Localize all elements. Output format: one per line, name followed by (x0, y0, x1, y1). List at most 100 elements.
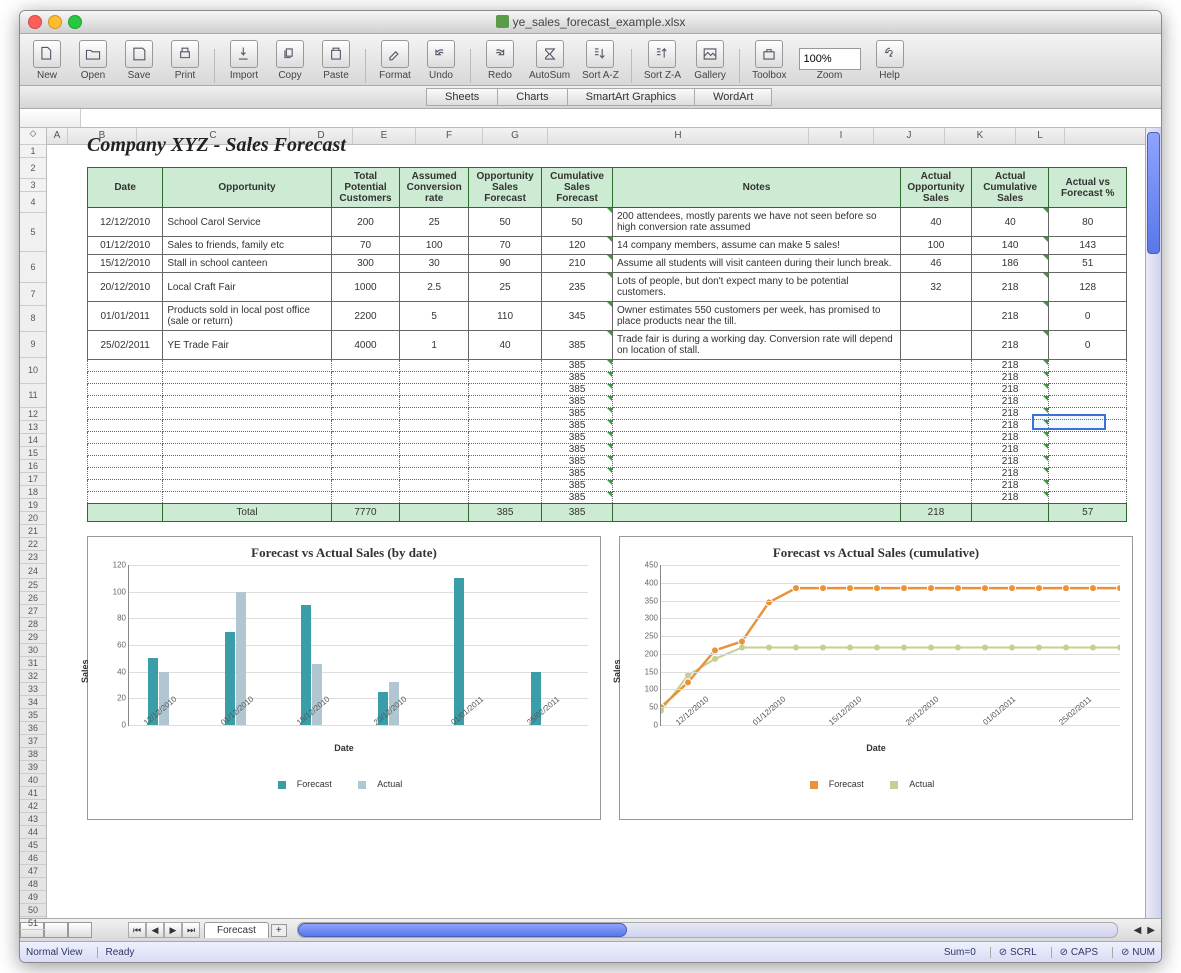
table-row[interactable]: 15/12/2010Stall in school canteen3003090… (88, 255, 1127, 273)
row-header-18[interactable]: 18 (20, 486, 46, 499)
row-header-7[interactable]: 7 (20, 283, 46, 306)
sheet-tab-forecast[interactable]: Forecast (204, 922, 269, 938)
row-header-27[interactable]: 27 (20, 605, 46, 618)
row-header-13[interactable]: 13 (20, 421, 46, 434)
row-header-17[interactable]: 17 (20, 473, 46, 486)
vertical-scrollbar[interactable] (1145, 128, 1161, 918)
table-row[interactable]: 385218 (88, 480, 1127, 492)
add-sheet-button[interactable]: + (271, 924, 287, 937)
row-header-39[interactable]: 39 (20, 761, 46, 774)
horizontal-scrollbar[interactable] (297, 922, 1118, 938)
row-header-31[interactable]: 31 (20, 657, 46, 670)
row-header-29[interactable]: 29 (20, 631, 46, 644)
zoom-input[interactable] (799, 48, 861, 70)
toolbar-autosum-button[interactable]: AutoSum (525, 38, 574, 83)
row-header-11[interactable]: 11 (20, 384, 46, 408)
row-header-12[interactable]: 12 (20, 408, 46, 421)
row-header-15[interactable]: 15 (20, 447, 46, 460)
row-header-9[interactable]: 9 (20, 332, 46, 358)
table-row[interactable]: 385218 (88, 444, 1127, 456)
table-row[interactable]: 01/01/2011Products sold in local post of… (88, 302, 1127, 331)
toolbar-sort-a-z-button[interactable]: Sort A-Z (578, 38, 623, 83)
table-row[interactable]: 385218 (88, 360, 1127, 372)
row-header-24[interactable]: 24 (20, 564, 46, 579)
row-header-33[interactable]: 33 (20, 683, 46, 696)
table-row[interactable]: 385218 (88, 456, 1127, 468)
row-header-36[interactable]: 36 (20, 722, 46, 735)
table-row[interactable]: 385218 (88, 492, 1127, 504)
row-header-50[interactable]: 50 (20, 904, 46, 917)
minimize-window-button[interactable] (48, 15, 62, 29)
row-header-37[interactable]: 37 (20, 735, 46, 748)
row-header-38[interactable]: 38 (20, 748, 46, 761)
zoom-window-button[interactable] (68, 15, 82, 29)
row-header-5[interactable]: 5 (20, 213, 46, 252)
toolbar-import-button[interactable]: Import (223, 38, 265, 83)
row-header-6[interactable]: 6 (20, 252, 46, 283)
row-header-14[interactable]: 14 (20, 434, 46, 447)
row-header-44[interactable]: 44 (20, 826, 46, 839)
row-header-25[interactable]: 25 (20, 579, 46, 592)
row-header-41[interactable]: 41 (20, 787, 46, 800)
subtab-wordart[interactable]: WordArt (694, 88, 772, 106)
table-row[interactable]: 385218 (88, 372, 1127, 384)
row-header-32[interactable]: 32 (20, 670, 46, 683)
row-header-4[interactable]: 4 (20, 192, 46, 213)
row-header-43[interactable]: 43 (20, 813, 46, 826)
table-row[interactable]: 385218 (88, 396, 1127, 408)
row-header-8[interactable]: 8 (20, 306, 46, 332)
subtab-smartart-graphics[interactable]: SmartArt Graphics (567, 88, 694, 106)
row-header-26[interactable]: 26 (20, 592, 46, 605)
toolbar-undo-button[interactable]: Undo (420, 38, 462, 83)
row-header-30[interactable]: 30 (20, 644, 46, 657)
row-header-40[interactable]: 40 (20, 774, 46, 787)
row-header-22[interactable]: 22 (20, 538, 46, 551)
subtab-charts[interactable]: Charts (497, 88, 566, 106)
toolbar-zoom-button[interactable]: Zoom (795, 46, 865, 83)
toolbar-gallery-button[interactable]: Gallery (689, 38, 731, 83)
formula-input[interactable] (81, 109, 1161, 127)
toolbar-sort-z-a-button[interactable]: Sort Z-A (640, 38, 685, 83)
row-header-49[interactable]: 49 (20, 891, 46, 904)
toolbar-save-button[interactable]: Save (118, 38, 160, 83)
toolbar-toolbox-button[interactable]: Toolbox (748, 38, 790, 83)
table-row[interactable]: 20/12/2010Local Craft Fair10002.525235Lo… (88, 273, 1127, 302)
toolbar-help-button[interactable]: Help (869, 38, 911, 83)
row-header-28[interactable]: 28 (20, 618, 46, 631)
table-row[interactable]: 385218 (88, 432, 1127, 444)
row-header-34[interactable]: 34 (20, 696, 46, 709)
table-row[interactable]: 385218 (88, 468, 1127, 480)
row-header-1[interactable]: 1 (20, 145, 46, 158)
row-header-21[interactable]: 21 (20, 525, 46, 538)
row-header-2[interactable]: 2 (20, 158, 46, 179)
table-row[interactable]: 25/02/2011YE Trade Fair4000140385Trade f… (88, 331, 1127, 360)
row-header-51[interactable]: 51 (20, 917, 46, 930)
sheet-nav-buttons[interactable]: ⏮◀▶⏭ (128, 922, 200, 938)
row-header-46[interactable]: 46 (20, 852, 46, 865)
table-row[interactable]: 385218 (88, 408, 1127, 420)
toolbar-redo-button[interactable]: Redo (479, 38, 521, 83)
row-header-48[interactable]: 48 (20, 878, 46, 891)
row-header-23[interactable]: 23 (20, 551, 46, 564)
toolbar-paste-button[interactable]: Paste (315, 38, 357, 83)
row-header-45[interactable]: 45 (20, 839, 46, 852)
row-header-47[interactable]: 47 (20, 865, 46, 878)
row-header-20[interactable]: 20 (20, 512, 46, 525)
subtab-sheets[interactable]: Sheets (426, 88, 497, 106)
name-box[interactable] (20, 109, 81, 127)
toolbar-open-button[interactable]: Open (72, 38, 114, 83)
toolbar-format-button[interactable]: Format (374, 38, 416, 83)
table-row[interactable]: 12/12/2010School Carol Service2002550502… (88, 208, 1127, 237)
toolbar-print-button[interactable]: Print (164, 38, 206, 83)
row-header-10[interactable]: 10 (20, 358, 46, 384)
row-header-3[interactable]: 3 (20, 179, 46, 192)
toolbar-new-button[interactable]: New (26, 38, 68, 83)
table-row[interactable]: 385218 (88, 420, 1127, 432)
bar-chart[interactable]: Forecast vs Actual Sales (by date) Sales… (87, 536, 601, 820)
toolbar-copy-button[interactable]: Copy (269, 38, 311, 83)
line-chart[interactable]: Forecast vs Actual Sales (cumulative) Sa… (619, 536, 1133, 820)
table-row[interactable]: 01/12/2010Sales to friends, family etc70… (88, 237, 1127, 255)
row-header-42[interactable]: 42 (20, 800, 46, 813)
row-header-16[interactable]: 16 (20, 460, 46, 473)
close-window-button[interactable] (28, 15, 42, 29)
